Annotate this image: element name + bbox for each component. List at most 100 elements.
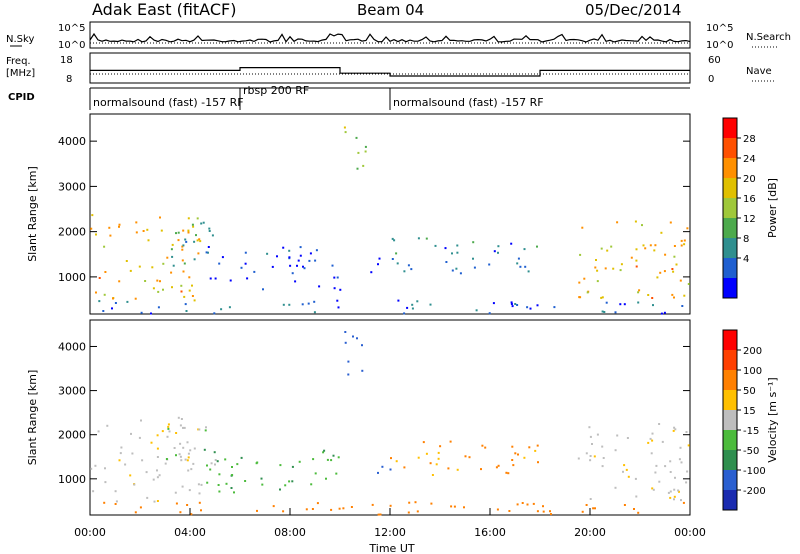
- power-cell: [229, 279, 232, 282]
- power-cell: [475, 309, 478, 312]
- power-cell: [456, 244, 459, 247]
- power-cell: [664, 253, 667, 256]
- velocity-cell: [288, 480, 291, 483]
- velocity-cell: [183, 426, 186, 429]
- power-cell: [516, 304, 519, 306]
- power-colorbar-segment: [723, 258, 737, 279]
- velocity-cell: [614, 486, 617, 489]
- velocity-cell: [190, 513, 193, 516]
- velocity-cell: [664, 465, 667, 468]
- power-cell: [635, 265, 638, 268]
- power-cell: [459, 272, 462, 275]
- velocity-cell: [677, 489, 680, 492]
- velocity-cell: [484, 446, 487, 449]
- power-colorbar: 28 24 20 16 12 8 4 Power [dB]: [722, 117, 779, 299]
- power-cell: [314, 259, 317, 262]
- power-cell: [199, 240, 202, 243]
- power-cell: [553, 306, 556, 309]
- power-cell: [616, 221, 619, 224]
- power-cell: [208, 227, 211, 230]
- velocity-cell: [344, 341, 347, 344]
- power-cell: [434, 244, 437, 247]
- velocity-cell: [175, 454, 177, 457]
- velocity-cell: [635, 495, 638, 498]
- velocity-cell: [134, 511, 137, 514]
- power-cell: [288, 303, 291, 306]
- velocity-cell: [284, 484, 287, 487]
- power-cell: [296, 264, 298, 267]
- velocity-colorbar-segment: [723, 350, 737, 371]
- velocity-cell: [330, 508, 333, 511]
- y-tick-label: 3000: [58, 385, 86, 398]
- power-cell: [635, 248, 638, 251]
- velocity-cell: [204, 429, 207, 432]
- velocity-cell: [589, 455, 592, 457]
- velocity-cell: [197, 428, 200, 431]
- velocity-cell: [417, 456, 420, 459]
- power-cell: [445, 261, 448, 263]
- velocity-colorbar-label: Velocity [m s⁻¹]: [766, 377, 779, 462]
- power-cell: [357, 151, 360, 154]
- colorbar-tick-label: -100: [743, 466, 766, 477]
- velocity-cell: [430, 502, 433, 505]
- velocity-cell: [158, 474, 161, 477]
- nsky-trace: [89, 32, 691, 44]
- y-axis-label: Slant Range [km]: [26, 166, 39, 262]
- velocity-cell: [179, 424, 182, 427]
- velocity-cell: [633, 508, 635, 510]
- power-cell: [118, 280, 121, 283]
- velocity-cell: [332, 454, 335, 457]
- velocity-cell: [203, 448, 206, 451]
- power-panel: 1000 2000 3000 4000 Slant Range [km]: [26, 113, 691, 315]
- station-title: Adak East (fitACF): [92, 0, 236, 19]
- velocity-cell: [106, 424, 109, 427]
- power-cell: [291, 272, 294, 275]
- power-cell: [642, 244, 645, 247]
- velocity-cell: [534, 449, 537, 452]
- colorbar-tick-label: -200: [743, 486, 766, 497]
- power-cell: [344, 131, 347, 134]
- power-cell: [581, 226, 584, 229]
- power-colorbar-segment: [723, 138, 737, 159]
- power-cell: [595, 259, 597, 261]
- velocity-cell: [179, 455, 182, 458]
- velocity-cell: [120, 446, 123, 449]
- power-cell: [140, 311, 143, 314]
- velocity-cell: [654, 471, 657, 474]
- velocity-cell: [175, 502, 178, 505]
- y-tick-label: 1000: [58, 473, 86, 486]
- power-cell: [673, 245, 676, 247]
- y-tick-label: 1000: [58, 271, 86, 284]
- power-cell: [378, 257, 381, 260]
- colorbar-tick-label: 28: [743, 134, 756, 145]
- velocity-cell: [200, 509, 202, 512]
- power-colorbar-segment: [723, 238, 737, 259]
- velocity-cell: [90, 467, 93, 470]
- power-cell: [288, 256, 291, 259]
- velocity-cell: [338, 507, 341, 510]
- power-cell: [331, 264, 334, 267]
- velocity-cell: [678, 490, 680, 493]
- velocity-cell: [325, 477, 327, 480]
- power-cell: [620, 263, 623, 266]
- power-scatter: [90, 126, 690, 315]
- power-cell: [417, 237, 420, 240]
- velocity-colorbar-frame: [722, 329, 738, 511]
- velocity-cell: [371, 503, 374, 506]
- power-cell: [207, 251, 209, 254]
- velocity-colorbar-segment: [723, 450, 737, 471]
- velocity-cell: [658, 423, 661, 425]
- power-cell: [364, 150, 367, 153]
- velocity-cell: [209, 468, 212, 471]
- nsky-line: [89, 32, 691, 43]
- velocity-cell: [596, 433, 599, 436]
- power-cell: [510, 301, 513, 304]
- power-cell: [583, 277, 586, 280]
- velocity-cell: [114, 503, 117, 505]
- velocity-cell: [634, 477, 637, 480]
- x-tick-label: 00:00: [674, 526, 706, 539]
- x-axis-label: Time UT: [368, 542, 414, 554]
- velocity-cell: [532, 502, 535, 505]
- velocity-cell: [167, 427, 170, 430]
